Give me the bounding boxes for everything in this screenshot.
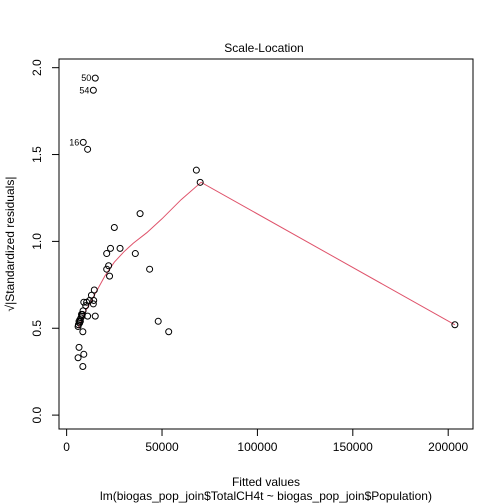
data-point <box>105 262 113 270</box>
data-point <box>103 265 111 273</box>
smooth-trend-line <box>77 181 456 329</box>
data-point <box>91 312 99 320</box>
x-axis: 0 50000 100000 150000 200000 <box>63 428 469 454</box>
data-point <box>154 317 162 325</box>
x-tick-label: 100000 <box>237 440 277 454</box>
model-formula-label: lm(biogas_pop_join$TotalCH4t ~ biogas_po… <box>100 489 432 503</box>
data-point <box>79 362 87 370</box>
data-point <box>89 300 97 308</box>
data-point <box>165 328 173 336</box>
data-point <box>146 265 154 273</box>
point-id-label: 50 <box>81 73 91 83</box>
data-point <box>79 138 87 146</box>
data-point <box>131 250 139 258</box>
y-tick-label: 0.5 <box>30 320 44 337</box>
data-point <box>75 343 83 351</box>
y-axis-label: √|Standardized residuals| <box>3 177 17 312</box>
data-point <box>89 86 97 94</box>
data-point <box>91 74 99 82</box>
y-tick-label: 1.5 <box>30 146 44 163</box>
data-point <box>79 328 87 336</box>
x-tick-label: 150000 <box>333 440 373 454</box>
point-id-label: 54 <box>79 85 89 95</box>
x-tick-label: 0 <box>63 440 70 454</box>
point-id-label: 16 <box>69 137 79 147</box>
data-point <box>110 223 118 231</box>
y-tick-label: 1.0 <box>30 233 44 250</box>
data-point <box>106 272 114 280</box>
y-tick-label: 2.0 <box>30 59 44 76</box>
data-point <box>80 298 88 306</box>
data-point <box>76 319 84 327</box>
data-point <box>83 298 91 306</box>
data-point <box>103 250 111 258</box>
data-point <box>90 286 98 294</box>
data-point <box>116 244 124 252</box>
data-points: 50 54 16 <box>69 73 459 370</box>
plot-frame <box>58 58 474 430</box>
y-tick-label: 0.0 <box>30 406 44 423</box>
chart-title: Scale-Location <box>224 41 303 55</box>
data-point <box>107 244 115 252</box>
data-point <box>74 323 82 331</box>
data-point <box>79 307 87 315</box>
data-point <box>74 354 82 362</box>
data-point <box>90 296 98 304</box>
data-point <box>84 312 92 320</box>
data-point <box>192 166 200 174</box>
data-point <box>196 178 204 186</box>
y-axis: 0.0 0.5 1.0 1.5 2.0 <box>30 59 60 423</box>
x-tick-label: 50000 <box>145 440 179 454</box>
data-point <box>80 350 88 358</box>
data-point <box>84 145 92 153</box>
data-point <box>136 210 144 218</box>
x-axis-label: Fitted values <box>232 475 300 489</box>
data-point <box>451 321 459 329</box>
x-tick-label: 200000 <box>428 440 468 454</box>
